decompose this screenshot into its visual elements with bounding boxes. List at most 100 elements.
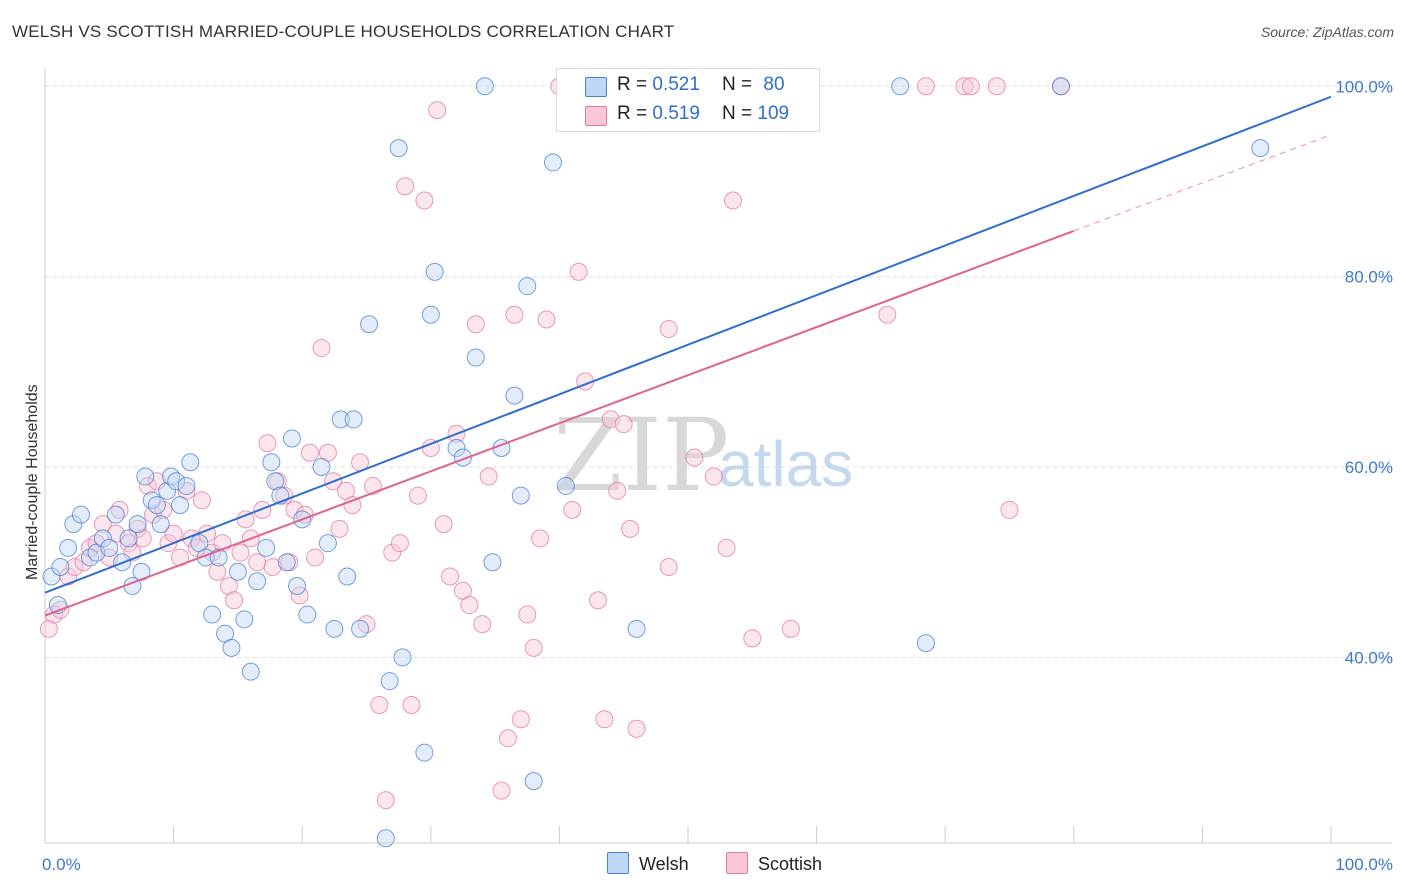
scottish-point	[402, 695, 421, 714]
scottish-point	[434, 515, 453, 534]
scottish-point	[231, 543, 250, 562]
scottish-point	[518, 605, 537, 624]
scottish-point	[285, 500, 304, 519]
scottish-point	[569, 262, 588, 281]
welsh-point	[171, 496, 190, 515]
welsh-legend-label: Welsh	[639, 854, 689, 874]
welsh-point	[59, 538, 78, 557]
scottish-point	[128, 519, 147, 538]
welsh-point	[475, 77, 494, 96]
welsh-point	[136, 467, 155, 486]
scottish-point	[225, 591, 244, 610]
scottish-point	[524, 638, 543, 657]
scottish-point	[312, 339, 331, 358]
gridlines	[45, 85, 1392, 658]
scottish-point	[396, 177, 415, 196]
welsh-point	[222, 638, 241, 657]
scottish-point	[614, 415, 633, 434]
welsh-point	[282, 429, 301, 448]
welsh-point	[277, 553, 296, 572]
y-tick-label: 40.0%	[1345, 648, 1393, 667]
welsh-point	[158, 481, 177, 500]
scottish-legend-label: Scottish	[758, 854, 823, 874]
welsh-point	[147, 496, 166, 515]
welsh-point	[425, 262, 444, 281]
y-tick-label: 60.0%	[1345, 458, 1393, 477]
scottish-point	[498, 729, 517, 748]
legend-item-scottish[interactable]: Scottish	[726, 852, 822, 875]
scottish-point	[144, 505, 163, 524]
source-label: Source: ZipAtlas.com	[1260, 24, 1394, 40]
scottish-point	[511, 710, 530, 729]
welsh-point	[524, 772, 543, 791]
welsh-point	[72, 505, 91, 524]
welsh-point	[344, 410, 363, 429]
welsh-point	[288, 577, 307, 595]
scottish-point	[505, 305, 524, 324]
scottish-point	[781, 619, 800, 638]
welsh-point	[93, 529, 112, 548]
welsh-point	[325, 619, 344, 638]
scottish-point	[878, 305, 897, 324]
welsh-point	[627, 619, 646, 638]
tick-labels: 40.0% 60.0% 80.0% 100.0% 0.0% 100.0%	[42, 77, 1393, 874]
scottish-point	[961, 77, 980, 96]
scottish-point	[383, 543, 402, 562]
scottish-n-value: 109	[757, 103, 790, 124]
scottish-point	[154, 500, 173, 519]
scottish-point	[743, 629, 762, 648]
scottish-point	[987, 77, 1006, 96]
scottish-point	[717, 538, 736, 557]
scottish-point	[376, 791, 395, 810]
welsh-point	[119, 529, 138, 548]
watermark-atlas: atlas	[718, 428, 853, 500]
scottish-point	[415, 191, 434, 210]
scottish-trend-line	[44, 230, 1075, 617]
welsh-point	[262, 453, 281, 472]
scottish-r-value: 0.519	[652, 103, 700, 124]
scottish-point	[466, 315, 485, 334]
scottish-swatch	[585, 106, 607, 126]
scottish-point	[704, 467, 723, 486]
welsh-point	[415, 743, 434, 762]
scottish-point	[595, 710, 614, 729]
welsh-point	[248, 572, 267, 591]
welsh-point	[181, 453, 200, 472]
scottish-point	[460, 596, 479, 615]
scottish-point	[724, 191, 743, 210]
legend-item-welsh[interactable]: Welsh	[607, 852, 689, 875]
scottish-point	[219, 577, 238, 595]
scottish-point	[955, 77, 974, 96]
welsh-trend-line	[44, 95, 1332, 594]
welsh-point	[106, 505, 125, 524]
scottish-point	[621, 519, 640, 538]
welsh-point	[511, 486, 530, 505]
welsh-point	[162, 467, 181, 486]
scottish-point	[208, 562, 227, 581]
scottish-n-label: N =	[722, 103, 758, 124]
scottish-point	[81, 538, 100, 557]
welsh-point	[556, 477, 575, 496]
scottish-legend-swatch	[726, 852, 748, 874]
scottish-point	[659, 320, 678, 338]
y-tick-label: 80.0%	[1345, 268, 1393, 287]
welsh-point	[389, 139, 408, 158]
welsh-point	[466, 348, 485, 367]
welsh-point	[447, 438, 466, 457]
welsh-point	[151, 515, 170, 534]
welsh-point	[331, 410, 350, 429]
scottish-point	[93, 515, 112, 534]
scottish-point	[300, 443, 319, 462]
welsh-point	[891, 77, 910, 96]
x-tick-label-min: 0.0%	[42, 855, 81, 874]
welsh-n-label: N =	[722, 74, 758, 95]
scottish-point	[343, 496, 362, 515]
welsh-point	[257, 538, 276, 557]
welsh-point	[338, 567, 357, 586]
welsh-point	[177, 477, 196, 496]
welsh-point	[100, 538, 119, 557]
welsh-r-label: R =	[617, 74, 653, 95]
scottish-point	[479, 467, 498, 486]
welsh-point	[241, 662, 260, 681]
welsh-point	[380, 672, 399, 691]
